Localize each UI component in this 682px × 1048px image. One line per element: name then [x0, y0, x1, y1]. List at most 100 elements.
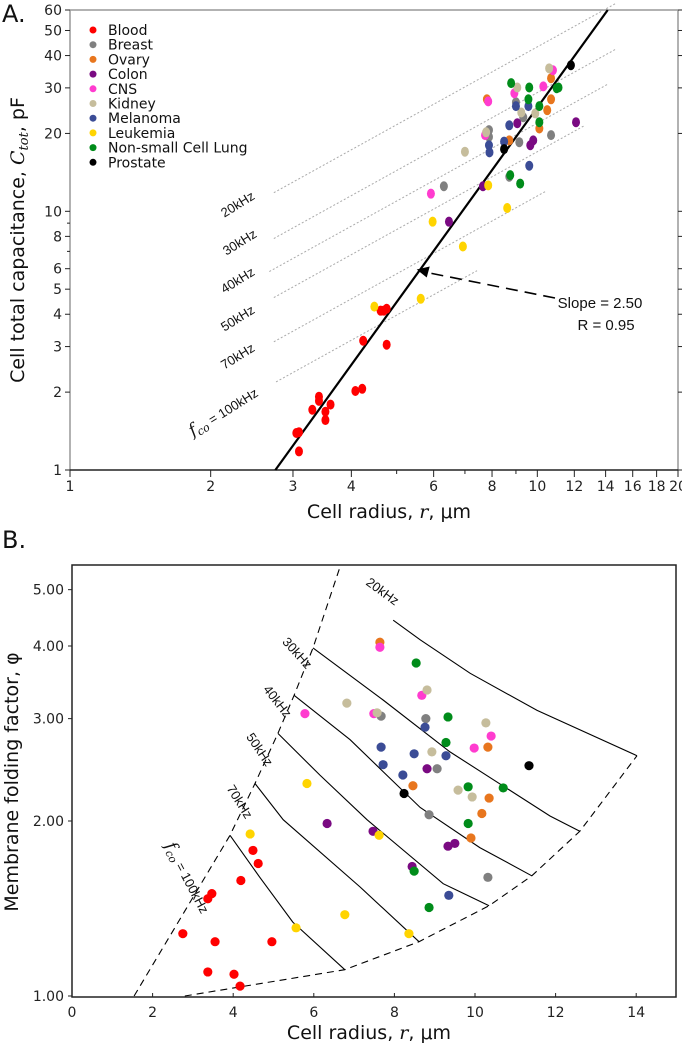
x-axis-label-var: r: [399, 1022, 410, 1044]
iso-frequency-value: 50kHz: [218, 302, 257, 334]
data-point-kidney: [481, 718, 491, 728]
fco-subscript: co: [162, 848, 180, 866]
x-tick-label: 12: [565, 479, 583, 495]
data-point-cns: [426, 188, 435, 199]
annotation-arrow-line: [426, 271, 556, 299]
data-point-prostate: [524, 761, 534, 771]
legend-label: CNS: [108, 82, 137, 98]
x-tick-label: 18: [648, 479, 666, 495]
data-point-blood: [351, 386, 360, 397]
data-point-melanoma: [525, 160, 534, 171]
data-point-blood: [321, 406, 330, 417]
slope-annotation: Slope = 2.50: [558, 295, 643, 312]
x-tick-label: 1: [66, 479, 75, 495]
iso-frequency-label: 30kHz: [220, 226, 259, 258]
iso-frequency-label: fco = 100kHz: [158, 837, 214, 917]
iso-frequency-line: [273, 191, 546, 343]
data-point-kidney: [342, 698, 352, 708]
legend-marker: [89, 85, 97, 93]
data-point-melanoma: [376, 742, 386, 752]
data-point-non-small-cell-lung: [443, 712, 453, 722]
data-point-leukemia: [416, 293, 425, 304]
data-point-blood: [253, 858, 263, 869]
x-tick-label: 0: [68, 1005, 77, 1021]
x-tick-label: 2: [148, 1005, 157, 1021]
iso-frequency-line: [269, 83, 609, 272]
data-point-ovary: [483, 742, 493, 752]
data-point-non-small-cell-lung: [424, 902, 434, 913]
x-tick-label: 4: [229, 1005, 238, 1021]
legend-marker: [89, 70, 97, 78]
data-point-blood: [248, 845, 258, 856]
data-point-breast: [515, 137, 524, 148]
y-tick-label: 2.00: [33, 814, 64, 830]
fco-equals: =: [203, 409, 224, 430]
y-tick-label: 30: [44, 81, 62, 97]
y-tick-label: 60: [44, 3, 62, 19]
data-point-breast: [424, 810, 434, 820]
data-point-non-small-cell-lung: [409, 866, 419, 876]
data-point-colon: [529, 135, 538, 146]
iso-frequency-line: [273, 48, 616, 239]
data-point-kidney: [467, 792, 477, 802]
x-tick-label: 14: [597, 479, 615, 495]
data-point-leukemia: [302, 778, 312, 789]
data-point-non-small-cell-lung: [516, 178, 525, 189]
data-point-colon: [322, 818, 332, 829]
y-axis-label-unit: , pF: [7, 97, 29, 132]
iso-frequency-value: 40kHz: [260, 682, 295, 720]
data-point-melanoma: [409, 749, 419, 759]
data-point-colon: [513, 118, 522, 129]
data-point-colon: [572, 117, 581, 128]
data-point-blood: [236, 875, 246, 886]
x-axis-label-text: Cell radius,: [307, 501, 419, 523]
data-point-cns: [486, 731, 496, 741]
data-point-blood: [235, 981, 245, 991]
fit-line: [274, 9, 609, 471]
data-point-kidney: [460, 146, 469, 157]
data-point-melanoma: [505, 120, 514, 131]
data-point-blood: [203, 967, 213, 977]
y-axis-label: Membrane folding factor, φ: [1, 652, 23, 911]
data-point-blood: [326, 399, 335, 410]
data-point-ovary: [484, 793, 494, 803]
y-tick-label: 4: [53, 307, 62, 323]
iso-frequency-line: [275, 270, 478, 383]
legend-marker: [89, 158, 97, 166]
data-point-colon: [450, 838, 460, 849]
iso-frequency-line: [273, 125, 585, 299]
data-point-leukemia: [404, 929, 414, 939]
iso-frequency-label: 20kHz: [363, 574, 402, 608]
fco-equals: =: [171, 857, 191, 877]
data-point-breast: [432, 764, 442, 774]
data-point-cns: [484, 96, 493, 107]
data-point-blood: [267, 937, 277, 947]
chart-a: 1234681012141618201234568102030405060Cel…: [7, 3, 682, 523]
fco-subscript: co: [195, 420, 213, 438]
legend-marker: [89, 55, 97, 63]
x-axis-label-var: r: [419, 501, 430, 523]
iso-frequency-curve: [254, 783, 420, 943]
data-point-non-small-cell-lung: [535, 101, 544, 112]
iso-frequency-curve: [312, 647, 581, 832]
y-axis-label-text: Cell total capacitance,: [7, 165, 29, 383]
data-point-ovary: [466, 833, 476, 843]
y-tick-label: 1.00: [33, 989, 64, 1005]
data-point-kidney: [517, 107, 526, 118]
iso-frequency-curve: [392, 619, 638, 757]
x-tick-label: 10: [466, 1005, 484, 1021]
chart-b: 0 2 4 6 8 10 12 14 1.00 2.00 3.00 4.00 5.00 Cell radi…: [1, 564, 677, 1044]
data-point-non-small-cell-lung: [463, 818, 473, 829]
data-point-non-small-cell-lung: [463, 782, 473, 792]
data-point-melanoma: [500, 136, 509, 147]
data-point-melanoma: [441, 751, 451, 761]
data-point-colon: [444, 216, 453, 227]
y-axis-label-sub: tot: [17, 131, 32, 150]
data-point-blood: [229, 969, 239, 979]
arrowhead-icon: [416, 266, 430, 278]
data-point-leukemia: [503, 202, 512, 213]
x-tick-label: 10: [528, 479, 546, 495]
iso-frequency-label: 70kHz: [218, 340, 257, 372]
y-tick-label: 3: [53, 340, 62, 356]
